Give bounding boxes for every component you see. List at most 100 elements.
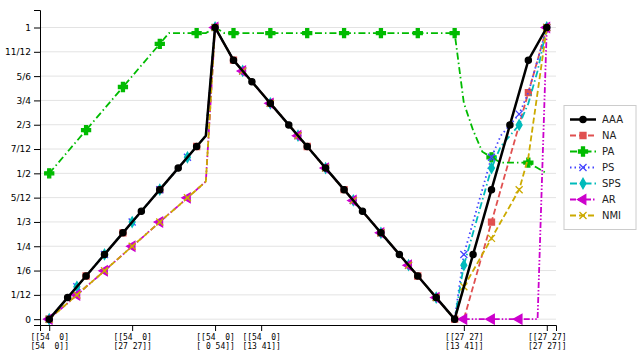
tick-label: 1/2 bbox=[17, 169, 31, 179]
legend-item: AR bbox=[570, 194, 616, 205]
marker bbox=[415, 273, 421, 279]
tick-label: 1/6 bbox=[17, 266, 32, 276]
marker bbox=[118, 83, 127, 92]
marker bbox=[470, 251, 476, 257]
marker bbox=[249, 79, 255, 85]
tick: 1/4 bbox=[17, 242, 40, 252]
marker bbox=[341, 187, 347, 193]
marker bbox=[192, 29, 201, 38]
marker bbox=[129, 243, 136, 250]
tick-mark bbox=[34, 125, 40, 126]
legend-item: NMI bbox=[570, 210, 621, 221]
marker bbox=[507, 122, 513, 128]
tick: 7/12 bbox=[11, 144, 40, 154]
marker bbox=[413, 29, 422, 38]
marker bbox=[231, 57, 237, 63]
tick: 5/6 bbox=[17, 71, 40, 81]
marker bbox=[376, 29, 385, 38]
marker bbox=[101, 251, 107, 257]
line bbox=[49, 28, 547, 174]
marker bbox=[210, 23, 218, 33]
tick: 11/12 bbox=[5, 47, 40, 57]
marker bbox=[340, 29, 349, 38]
grid-line bbox=[40, 149, 556, 150]
series bbox=[46, 28, 547, 323]
marker bbox=[286, 122, 292, 128]
tick: 0 bbox=[25, 315, 40, 325]
tick: [[54 0][ 0 54]] bbox=[196, 325, 235, 351]
tick-mark bbox=[34, 76, 40, 77]
grid-line bbox=[40, 221, 556, 222]
marker bbox=[212, 24, 219, 31]
series bbox=[46, 24, 551, 323]
tick-label: 0 bbox=[25, 315, 31, 325]
marker bbox=[46, 316, 52, 322]
line bbox=[49, 28, 547, 320]
marker bbox=[433, 294, 439, 300]
marker bbox=[458, 314, 466, 324]
grid-line bbox=[40, 319, 556, 320]
grid bbox=[40, 28, 556, 320]
marker bbox=[230, 57, 236, 63]
tick-label: 7/12 bbox=[11, 144, 31, 154]
legend-label: SPS bbox=[602, 178, 621, 189]
marker bbox=[489, 163, 495, 173]
tick-mark bbox=[49, 325, 50, 331]
marker bbox=[452, 316, 458, 322]
marker bbox=[157, 187, 163, 193]
marker bbox=[101, 267, 108, 274]
marker bbox=[303, 29, 312, 38]
tick-label: [[27 27][13 41]] bbox=[445, 333, 484, 351]
tick-mark bbox=[34, 222, 40, 223]
marker bbox=[543, 24, 550, 31]
marker bbox=[267, 100, 274, 107]
marker bbox=[46, 316, 53, 323]
series bbox=[45, 28, 547, 178]
marker bbox=[266, 29, 275, 38]
tick-label: 1/4 bbox=[17, 242, 32, 252]
tick: 5/12 bbox=[11, 193, 40, 203]
tick-label: 1/3 bbox=[17, 217, 31, 227]
tick: 1/12 bbox=[11, 290, 40, 300]
marker bbox=[44, 314, 52, 324]
legend-marker bbox=[580, 178, 586, 188]
marker bbox=[154, 217, 162, 227]
tick-mark bbox=[215, 325, 216, 331]
marker bbox=[359, 208, 365, 214]
legend-marker bbox=[580, 116, 586, 122]
tick-mark bbox=[261, 325, 262, 331]
marker bbox=[514, 314, 522, 324]
legend: AAANAPAPSSPSARNMI bbox=[564, 106, 636, 230]
tick-label: 2/3 bbox=[17, 120, 31, 130]
tick-mark bbox=[34, 319, 40, 320]
marker bbox=[488, 154, 495, 161]
marker bbox=[452, 316, 458, 322]
legend-marker bbox=[580, 164, 587, 171]
marker bbox=[182, 193, 190, 203]
series bbox=[46, 24, 551, 323]
line bbox=[49, 28, 547, 320]
marker bbox=[488, 235, 495, 242]
series bbox=[46, 22, 549, 324]
marker bbox=[212, 24, 218, 30]
tick-mark bbox=[34, 28, 40, 29]
marker bbox=[516, 186, 523, 193]
grid-line bbox=[40, 76, 556, 77]
marker bbox=[544, 24, 550, 30]
marker bbox=[267, 100, 274, 107]
legend-marker bbox=[579, 147, 588, 156]
grid-line bbox=[40, 173, 556, 174]
legend-label: AAA bbox=[602, 114, 623, 125]
grid-line bbox=[40, 27, 556, 28]
tick-mark bbox=[547, 325, 548, 331]
marker bbox=[194, 143, 200, 149]
legend-item: PA bbox=[570, 146, 614, 157]
marker bbox=[304, 144, 310, 150]
grid-line bbox=[40, 246, 556, 247]
legend-marker bbox=[580, 133, 586, 139]
legend-label: PA bbox=[602, 146, 614, 157]
tick-mark bbox=[132, 325, 133, 331]
legend-item: NA bbox=[570, 130, 616, 141]
axis-domain bbox=[34, 11, 41, 326]
marker bbox=[541, 23, 549, 33]
